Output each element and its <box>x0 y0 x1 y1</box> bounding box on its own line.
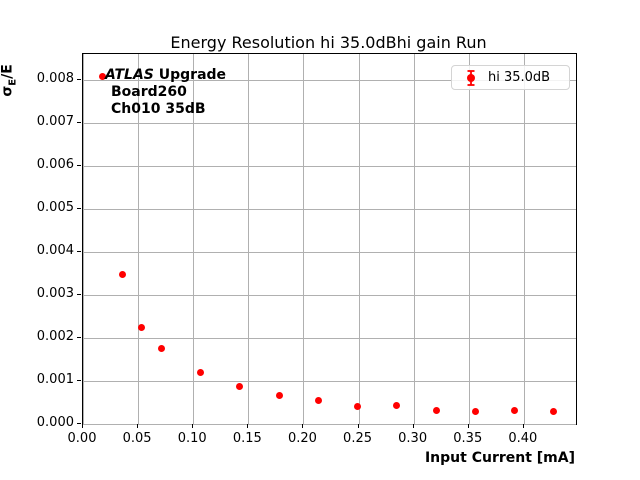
x-gridline <box>303 54 305 424</box>
x-tick-label: 0.20 <box>287 431 317 446</box>
y-tick-label: 0.005 <box>36 199 74 215</box>
experiment-name: ATLAS <box>105 67 154 83</box>
chart-title: Energy Resolution hi 35.0dBhi gain Run <box>170 33 487 52</box>
x-tick-label: 0.25 <box>343 431 372 446</box>
x-tick-mark <box>247 424 249 428</box>
ylabel-subscript: E <box>7 78 19 86</box>
data-point <box>138 323 146 331</box>
legend[interactable]: hi 35.0dB <box>451 65 570 90</box>
annotation-line-experiment: ATLAS Upgrade <box>105 67 226 84</box>
x-tick-mark <box>82 424 83 428</box>
atlas-annotation: ATLAS Upgrade Board260 Ch010 35dB <box>105 67 226 118</box>
legend-label: hi 35.0dB <box>488 70 551 85</box>
y-tick-mark <box>77 121 81 123</box>
x-gridline <box>413 54 415 424</box>
grid-layer <box>83 54 576 425</box>
x-gridline <box>358 54 360 424</box>
y-gridline <box>83 122 576 124</box>
data-point <box>393 401 401 409</box>
y-tick-mark <box>77 293 81 295</box>
x-tick-label: 0.00 <box>67 431 97 446</box>
x-tick-mark <box>412 424 414 428</box>
data-point <box>275 391 283 399</box>
data-point <box>471 408 479 416</box>
y-tick-label: 0.006 <box>36 156 74 172</box>
x-tick-label: 0.10 <box>177 431 207 446</box>
data-points-layer <box>83 54 576 424</box>
data-point <box>157 345 165 353</box>
data-point <box>314 396 322 404</box>
x-axis-label: Input Current [mA] <box>424 450 575 466</box>
data-point <box>354 403 362 411</box>
x-tick-label: 0.40 <box>508 431 538 446</box>
y-gridline <box>83 251 576 253</box>
plot-area: ATLAS Upgrade Board260 Ch010 35dB hi 35.… <box>82 53 577 425</box>
y-tick-mark <box>77 164 81 166</box>
x-tick-mark <box>522 424 524 428</box>
x-tick-label: 0.15 <box>232 431 262 446</box>
y-gridline <box>83 208 576 210</box>
data-point <box>511 407 519 415</box>
data-point <box>550 408 558 416</box>
data-point <box>118 270 126 278</box>
x-tick-mark <box>357 424 359 428</box>
annotation-line-channel: Ch010 35dB <box>111 101 206 117</box>
x-gridline <box>248 54 250 424</box>
y-gridline <box>83 165 576 167</box>
y-tick-label: 0.002 <box>36 328 74 344</box>
y-tick-mark <box>77 423 81 424</box>
x-tick-mark <box>192 424 194 428</box>
x-tick-label: 0.30 <box>398 431 428 446</box>
y-gridline <box>83 380 576 382</box>
y-gridline <box>83 424 576 425</box>
y-tick-mark <box>77 336 81 338</box>
y-tick-label: 0.007 <box>36 113 74 129</box>
y-axis-label: σE/E <box>0 42 18 118</box>
y-gridline <box>83 79 576 81</box>
y-tick-mark <box>77 379 81 381</box>
y-tick-mark <box>77 207 81 209</box>
y-gridline <box>83 337 576 339</box>
data-point <box>197 368 205 376</box>
y-tick-label: 0.008 <box>36 70 74 86</box>
data-point <box>236 383 244 391</box>
x-gridline <box>193 54 195 424</box>
data-point <box>432 406 440 414</box>
ylabel-sigma: σ <box>0 85 16 97</box>
y-tick-label: 0.003 <box>36 285 74 301</box>
y-tick-mark <box>77 250 81 252</box>
y-gridline <box>83 294 576 296</box>
data-point <box>99 73 107 81</box>
y-tick-mark <box>77 78 81 80</box>
x-tick-label: 0.35 <box>453 431 483 446</box>
x-tick-label: 0.05 <box>122 431 152 446</box>
x-gridline <box>83 54 84 424</box>
y-tick-label: 0.001 <box>36 371 74 387</box>
x-gridline <box>468 54 470 424</box>
experiment-suffix: Upgrade <box>153 67 227 83</box>
x-gridline <box>523 54 525 424</box>
ylabel-rest: /E <box>0 64 16 79</box>
y-tick-label: 0.004 <box>36 242 74 258</box>
annotation-line-board: Board260 <box>111 84 187 100</box>
x-tick-mark <box>302 424 304 428</box>
y-tick-label: 0.000 <box>36 415 74 430</box>
x-gridline <box>138 54 140 424</box>
x-tick-mark <box>467 424 469 428</box>
x-tick-mark <box>137 424 139 428</box>
errorbar-marker-icon <box>467 69 475 86</box>
